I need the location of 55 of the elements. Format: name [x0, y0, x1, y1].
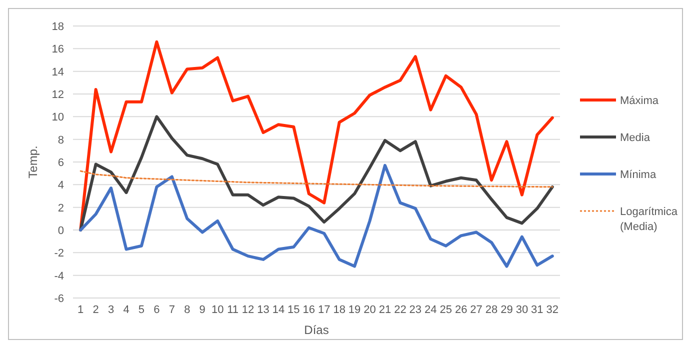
y-tick-label: 10	[52, 112, 64, 124]
x-tick-label: 5	[138, 304, 145, 316]
y-tick-label: 0	[58, 225, 64, 237]
x-tick-label: 28	[485, 304, 498, 316]
x-tick-label: 14	[272, 304, 285, 316]
y-tick-label: 16	[52, 44, 64, 56]
x-tick-label: 17	[318, 304, 330, 316]
x-tick-label: 26	[454, 304, 468, 316]
y-tick-label: -4	[54, 270, 64, 282]
x-tick-label: 22	[394, 304, 406, 316]
x-tick-label: 7	[168, 304, 175, 316]
y-tick-label: 4	[58, 180, 64, 192]
x-tick-label: 30	[516, 304, 528, 316]
x-tick-label: 9	[199, 304, 206, 316]
line-series	[79, 115, 554, 232]
y-tick-label: -6	[54, 293, 64, 305]
x-tick-label: 32	[546, 304, 559, 316]
x-tick-label: 3	[108, 304, 114, 316]
x-tick-label: 2	[92, 304, 99, 316]
x-tick-label: 12	[242, 304, 254, 316]
y-tick-label: 12	[52, 89, 64, 101]
x-tick-label: 21	[378, 304, 392, 316]
line-series	[79, 164, 554, 268]
x-tick-label: 24	[424, 304, 437, 316]
x-tick-label: 18	[333, 304, 346, 316]
x-tick-label: 4	[123, 304, 130, 316]
x-tick-label: 29	[500, 304, 513, 316]
y-tick-label: 18	[52, 21, 64, 33]
x-tick-label: 6	[154, 304, 160, 316]
y-tick-label: 8	[58, 134, 64, 146]
x-tick-label: 23	[409, 304, 422, 316]
line-series	[80, 170, 554, 188]
x-tick-label: 27	[470, 304, 482, 316]
y-tick-label: 14	[52, 66, 64, 78]
x-tick-label: 1	[78, 304, 84, 316]
legend-label: Máxima	[620, 95, 660, 107]
x-tick-label: 31	[531, 304, 544, 316]
legend-label: Mínima	[620, 169, 657, 181]
legend-label: Media	[620, 132, 651, 144]
x-axis-title: Días	[304, 323, 329, 337]
y-tick-label: 2	[58, 202, 64, 214]
y-tick-label: -2	[54, 248, 64, 260]
x-tick-label: 25	[440, 304, 452, 316]
y-tick-label: 6	[58, 157, 64, 169]
x-tick-label: 10	[211, 304, 224, 316]
line-series	[79, 40, 554, 232]
x-tick-label: 16	[302, 304, 316, 316]
x-tick-label: 19	[348, 304, 361, 316]
x-tick-label: 13	[257, 304, 270, 316]
x-tick-label: 8	[184, 304, 190, 316]
y-axis-title: Temp.	[26, 146, 40, 178]
legend-label: Logarítmica (Media)	[620, 206, 678, 233]
x-tick-label: 11	[227, 304, 239, 316]
x-tick-label: 15	[288, 304, 300, 316]
x-tick-label: 20	[364, 304, 376, 316]
